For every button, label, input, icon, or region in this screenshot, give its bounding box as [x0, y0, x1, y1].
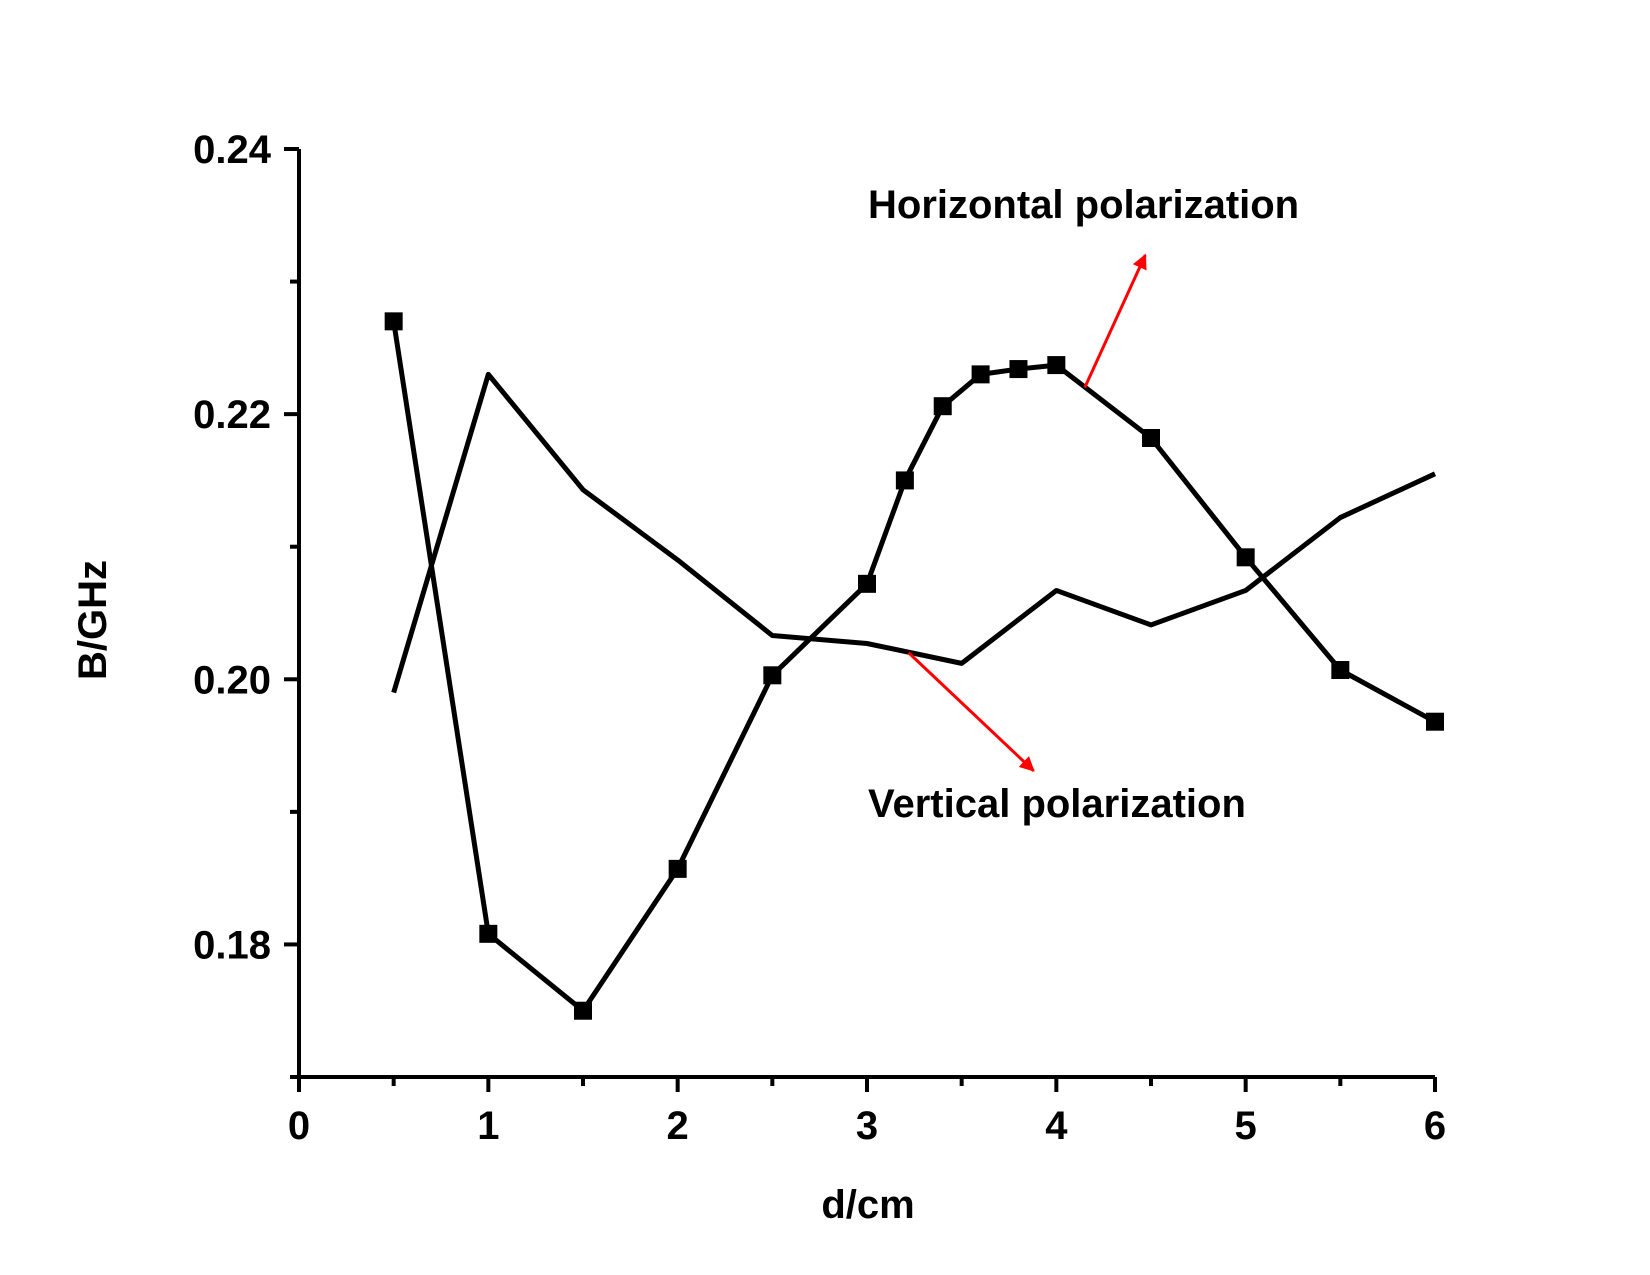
y-axis-label: B/GHz [71, 560, 115, 680]
x-tick-label: 0 [288, 1104, 310, 1148]
series-1-point [858, 574, 876, 593]
x-tick-label: 1 [477, 1104, 499, 1148]
annotation-arrow [1083, 253, 1147, 389]
series-1-point [1142, 429, 1160, 448]
series-1-point [1426, 712, 1444, 731]
series-2-line [391, 371, 1437, 694]
annotation-layer: Horizontal polarization Vertical polariza… [868, 183, 1299, 826]
x-tick-label: 2 [667, 1104, 689, 1148]
y-tick-label: 0.18 [193, 923, 271, 967]
series-layer [384, 312, 1444, 1020]
series-1-point [895, 471, 914, 490]
series-1-point [574, 1001, 592, 1020]
x-tick-label: 5 [1235, 1104, 1257, 1148]
x-tick-label: 6 [1424, 1104, 1446, 1148]
y-tick-label: 0.24 [193, 128, 272, 172]
annotation-arrow [907, 651, 1035, 772]
y-tick-label: 0.22 [193, 393, 271, 437]
series-1-point [384, 312, 403, 331]
horizontal-polarization-label: Horizontal polarization [868, 183, 1299, 227]
series-1-point [1047, 356, 1066, 375]
series-1-point [933, 397, 952, 416]
series-1-point [1331, 661, 1350, 680]
series-1-point [1236, 548, 1255, 567]
series-1-point [668, 859, 687, 878]
x-axis-label: d/cm [821, 1183, 914, 1227]
series-1-line [391, 320, 1437, 1014]
series-1-point [1009, 360, 1028, 379]
y-tick-label: 0.20 [193, 658, 271, 702]
x-tick-label: 3 [856, 1104, 878, 1148]
series-1-point [763, 666, 782, 685]
series-1-point [971, 365, 990, 384]
x-tick-label: 4 [1045, 1104, 1068, 1148]
axes: 0 1 2 3 4 5 6 0.18 0.20 0.22 0.24 [193, 128, 1446, 1148]
vertical-polarization-label: Vertical polarization [868, 782, 1246, 826]
series-1-point [479, 924, 498, 943]
